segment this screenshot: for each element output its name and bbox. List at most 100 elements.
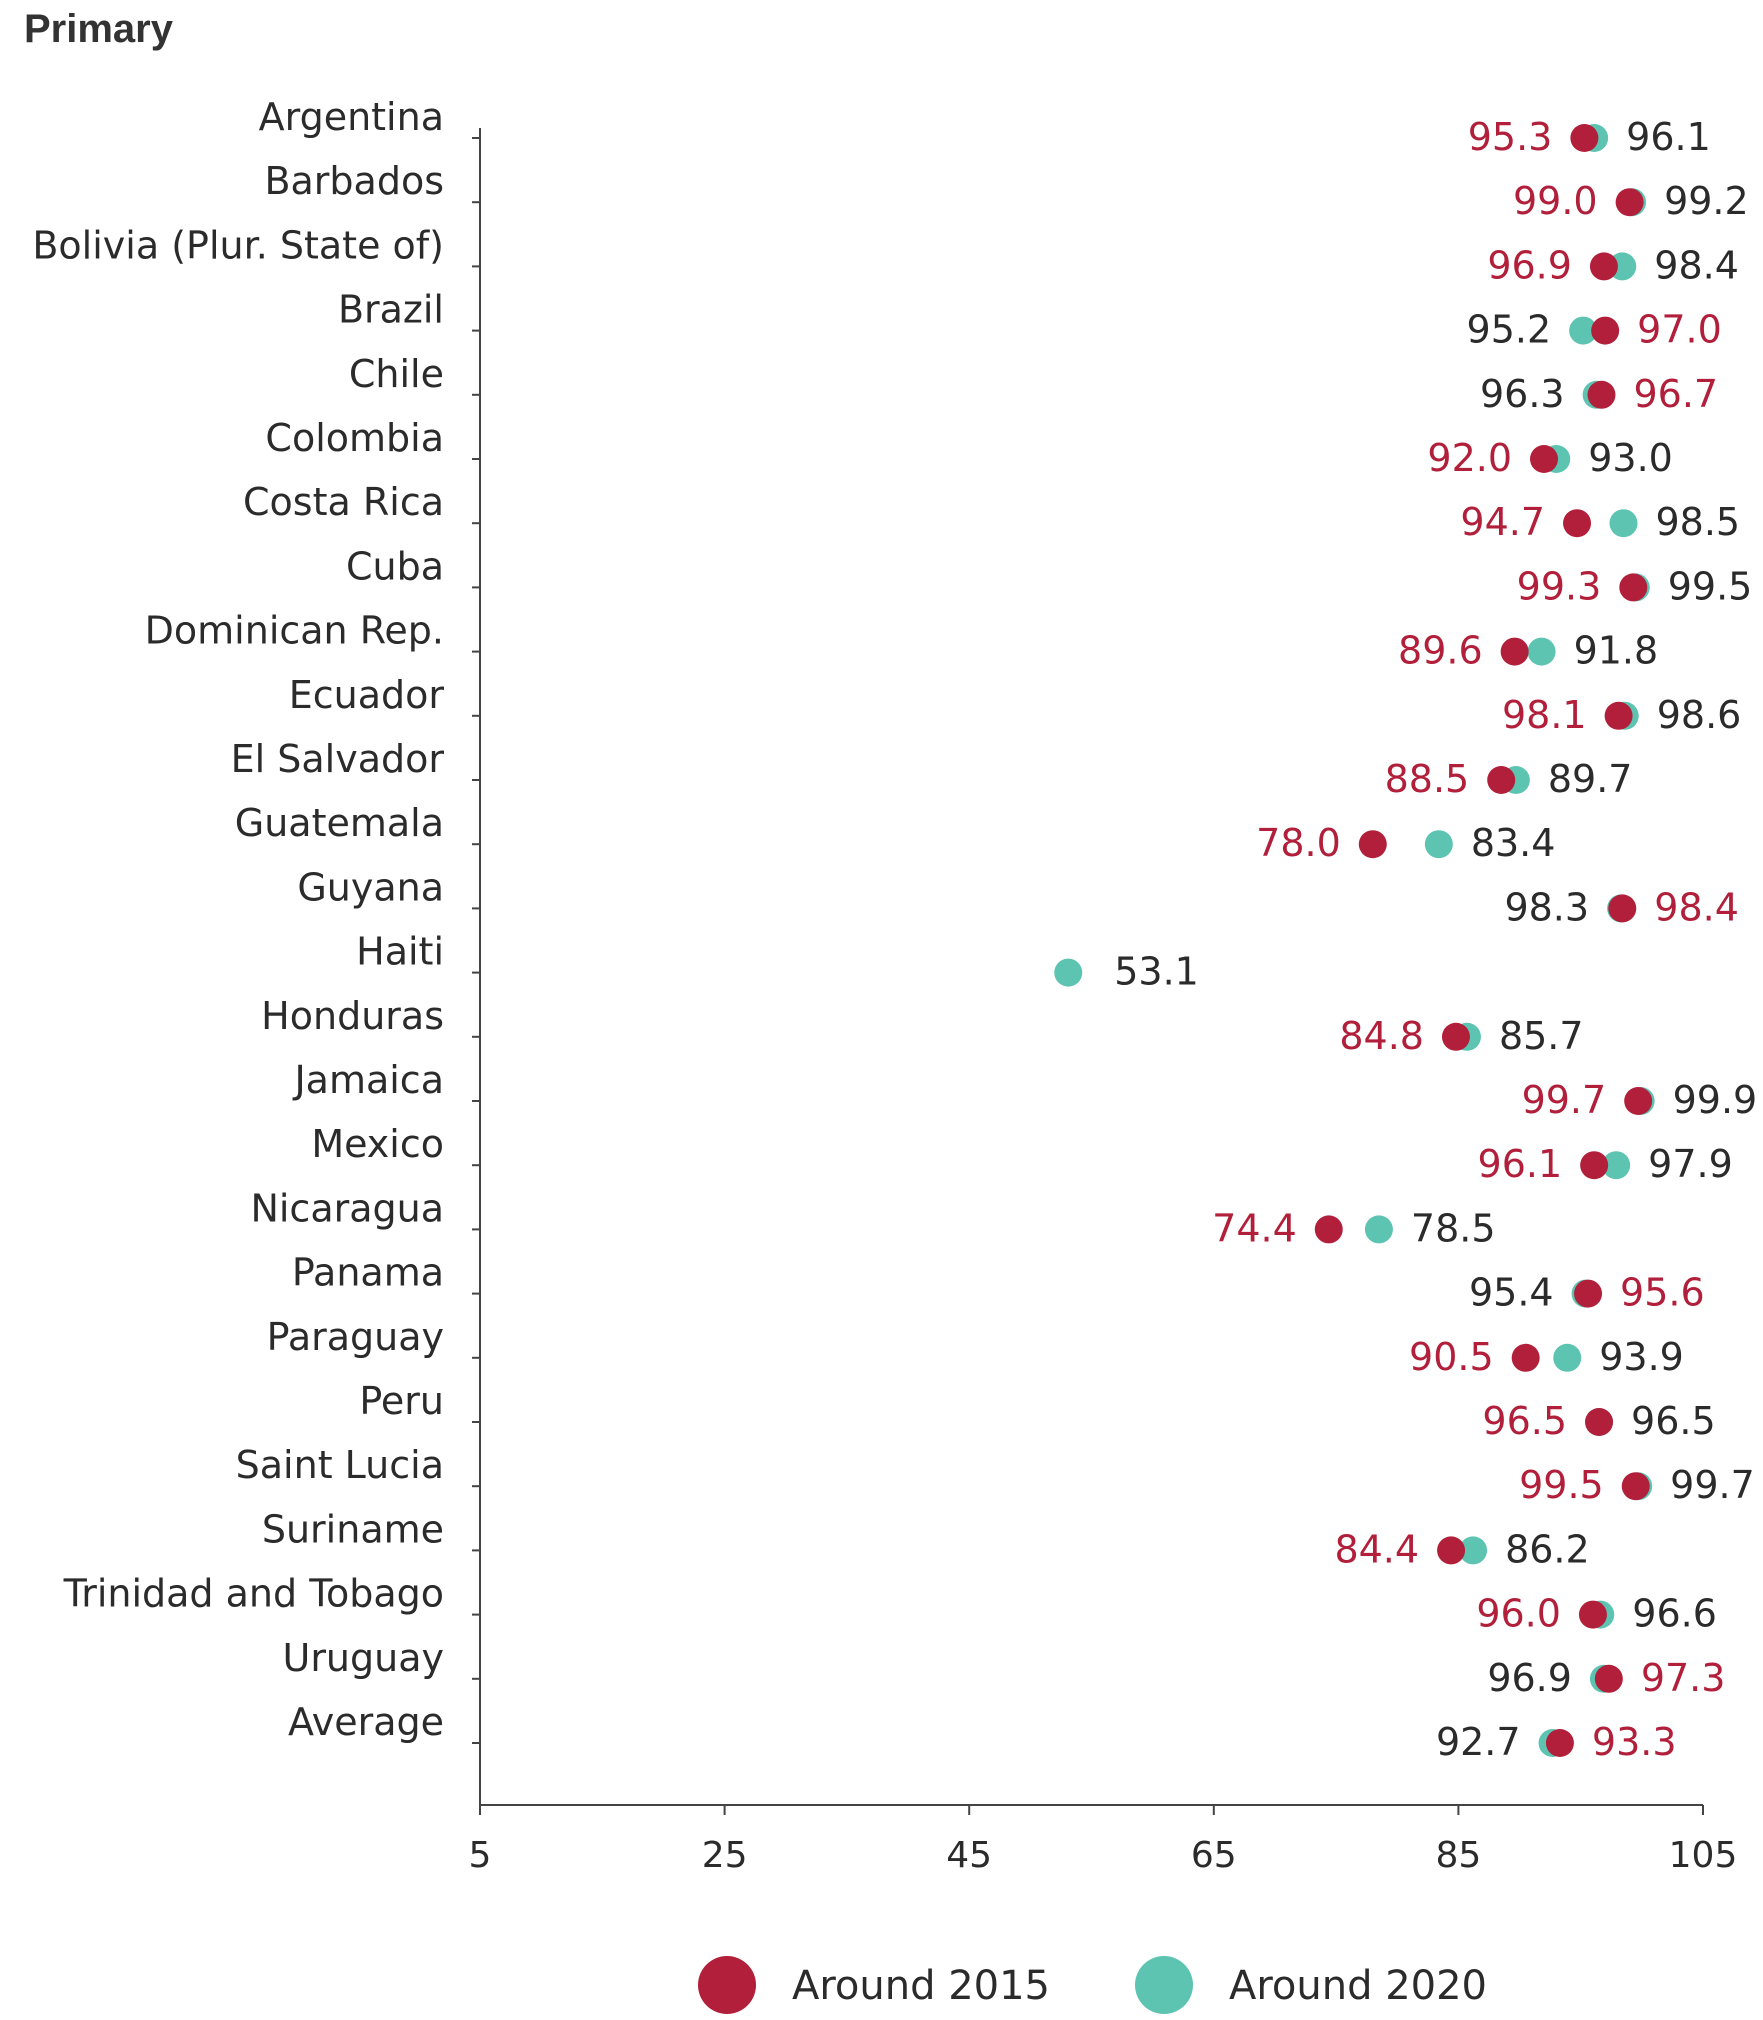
point-2015-saint-lucia: [1621, 1472, 1650, 1501]
category-label-chile: Chile: [349, 352, 444, 396]
category-label-barbados: Barbados: [264, 159, 444, 203]
x-tick-label: 45: [946, 1835, 992, 1876]
label-2015-honduras: 84.8: [1339, 1014, 1424, 1058]
point-2015-nicaragua: [1314, 1215, 1343, 1244]
category-label-average: Average: [288, 1700, 444, 1744]
category-label-cuba: Cuba: [346, 544, 444, 588]
label-2015-cuba: 99.3: [1517, 564, 1602, 608]
label-2020-dominican-rep: 91.8: [1574, 629, 1659, 673]
x-tick-label: 65: [1191, 1835, 1237, 1876]
legend-label-2020: Around 2020: [1229, 1963, 1487, 2009]
point-2015-argentina: [1570, 124, 1599, 152]
point-2020-suriname: [1459, 1536, 1488, 1565]
point-2020-dominican-rep: [1527, 637, 1556, 666]
label-2020-trinidad-and-tobago: 96.6: [1632, 1592, 1717, 1636]
point-2015-costa-rica: [1563, 509, 1592, 538]
point-2015-panama: [1574, 1279, 1603, 1308]
category-label-panama: Panama: [292, 1251, 444, 1295]
label-2020-ecuador: 98.6: [1657, 693, 1742, 737]
point-2020-haiti: [1054, 958, 1083, 987]
point-2020-costa-rica: [1609, 509, 1638, 538]
point-2015-suriname: [1437, 1536, 1466, 1565]
axes: 5 25 45 65 85 105: [469, 128, 1738, 1876]
point-2015-cuba: [1619, 573, 1648, 602]
label-2020-panama: 95.4: [1469, 1271, 1554, 1315]
category-label-colombia: Colombia: [265, 416, 444, 460]
category-label-haiti: Haiti: [356, 930, 444, 974]
label-2020-honduras: 85.7: [1499, 1014, 1584, 1058]
data-points: [1054, 124, 1655, 1757]
category-labels: Argentina Barbados Bolivia (Plur. State of…: [32, 95, 444, 1744]
label-2015-argentina: 95.3: [1468, 115, 1553, 159]
label-2015-brazil: 97.0: [1637, 308, 1722, 352]
point-2020-guatemala: [1424, 830, 1453, 859]
point-2015-chile: [1587, 380, 1616, 409]
label-2020-guyana: 98.3: [1504, 885, 1589, 929]
point-2020-mexico: [1602, 1151, 1631, 1180]
point-2015-guyana: [1608, 894, 1637, 923]
x-tick-label: 85: [1435, 1835, 1481, 1876]
point-2015-ecuador: [1604, 701, 1633, 730]
point-2015-jamaica: [1624, 1087, 1653, 1115]
category-label-uruguay: Uruguay: [283, 1636, 445, 1680]
point-2015-uruguay: [1594, 1664, 1623, 1693]
legend-label-2015: Around 2015: [792, 1963, 1050, 2009]
category-label-paraguay: Paraguay: [267, 1315, 444, 1359]
category-label-guatemala: Guatemala: [235, 801, 444, 845]
label-2015-barbados: 99.0: [1513, 179, 1598, 223]
label-2015-panama: 95.6: [1620, 1271, 1705, 1315]
label-2015-saint-lucia: 99.5: [1519, 1463, 1604, 1507]
category-label-dominican-rep: Dominican Rep.: [145, 609, 444, 653]
category-label-bolivia-plur-state-of: Bolivia (Plur. State of): [32, 223, 444, 267]
category-label-peru: Peru: [359, 1379, 444, 1423]
label-2015-chile: 96.7: [1633, 372, 1718, 416]
label-2020-bolivia-plur-state-of: 98.4: [1654, 243, 1739, 287]
category-label-brazil: Brazil: [338, 288, 444, 332]
point-2015-honduras: [1441, 1022, 1470, 1051]
category-label-costa-rica: Costa Rica: [243, 480, 444, 524]
label-2015-guyana: 98.4: [1654, 885, 1739, 929]
label-2015-suriname: 84.4: [1334, 1527, 1419, 1571]
point-2015-el-salvador: [1487, 766, 1516, 794]
legend-marker-2020: [1135, 1956, 1193, 2014]
label-2020-cuba: 99.5: [1668, 564, 1753, 608]
label-2020-guatemala: 83.4: [1471, 821, 1556, 865]
category-label-argentina: Argentina: [259, 95, 444, 139]
point-2015-guatemala: [1358, 830, 1387, 859]
label-2015-colombia: 92.0: [1427, 436, 1512, 480]
label-2015-trinidad-and-tobago: 96.0: [1476, 1592, 1561, 1636]
point-2015-trinidad-and-tobago: [1578, 1600, 1607, 1629]
category-label-honduras: Honduras: [261, 994, 444, 1038]
point-2015-brazil: [1591, 316, 1620, 345]
category-label-trinidad-and-tobago: Trinidad and Tobago: [63, 1572, 444, 1616]
label-2020-colombia: 93.0: [1588, 436, 1673, 480]
x-tick-label: 25: [702, 1835, 748, 1876]
category-label-guyana: Guyana: [297, 865, 444, 909]
label-2020-mexico: 97.9: [1648, 1142, 1733, 1186]
label-2020-jamaica: 99.9: [1673, 1078, 1758, 1122]
point-2015-bolivia-plur-state-of: [1589, 252, 1618, 281]
label-2020-brazil: 95.2: [1467, 308, 1552, 352]
label-2015-jamaica: 99.7: [1522, 1078, 1607, 1122]
point-2015-colombia: [1530, 445, 1559, 473]
label-2020-argentina: 96.1: [1626, 115, 1711, 159]
category-label-el-salvador: El Salvador: [231, 737, 445, 781]
label-2015-bolivia-plur-state-of: 96.9: [1487, 243, 1572, 287]
value-labels: 95.3 96.1 99.0 99.2 96.9 98.4 95.2 97.0 96.3 96.7…: [1114, 115, 1757, 1764]
label-2020-barbados: 99.2: [1664, 179, 1749, 223]
label-2015-costa-rica: 94.7: [1460, 500, 1545, 544]
point-2015-average: [1545, 1729, 1574, 1757]
label-2020-el-salvador: 89.7: [1548, 757, 1633, 801]
legend: Around 2015 Around 2020: [698, 1956, 1487, 2014]
category-label-ecuador: Ecuador: [289, 673, 445, 717]
label-2015-ecuador: 98.1: [1502, 693, 1587, 737]
point-2020-paraguay: [1553, 1343, 1582, 1372]
label-2020-peru: 96.5: [1631, 1399, 1716, 1443]
label-2015-average: 93.3: [1592, 1720, 1677, 1764]
x-tick-label: 105: [1669, 1835, 1738, 1876]
label-2015-el-salvador: 88.5: [1385, 757, 1470, 801]
label-2015-dominican-rep: 89.6: [1398, 629, 1483, 673]
label-2015-uruguay: 97.3: [1641, 1656, 1726, 1700]
category-label-jamaica: Jamaica: [292, 1058, 444, 1102]
category-label-mexico: Mexico: [311, 1122, 444, 1166]
